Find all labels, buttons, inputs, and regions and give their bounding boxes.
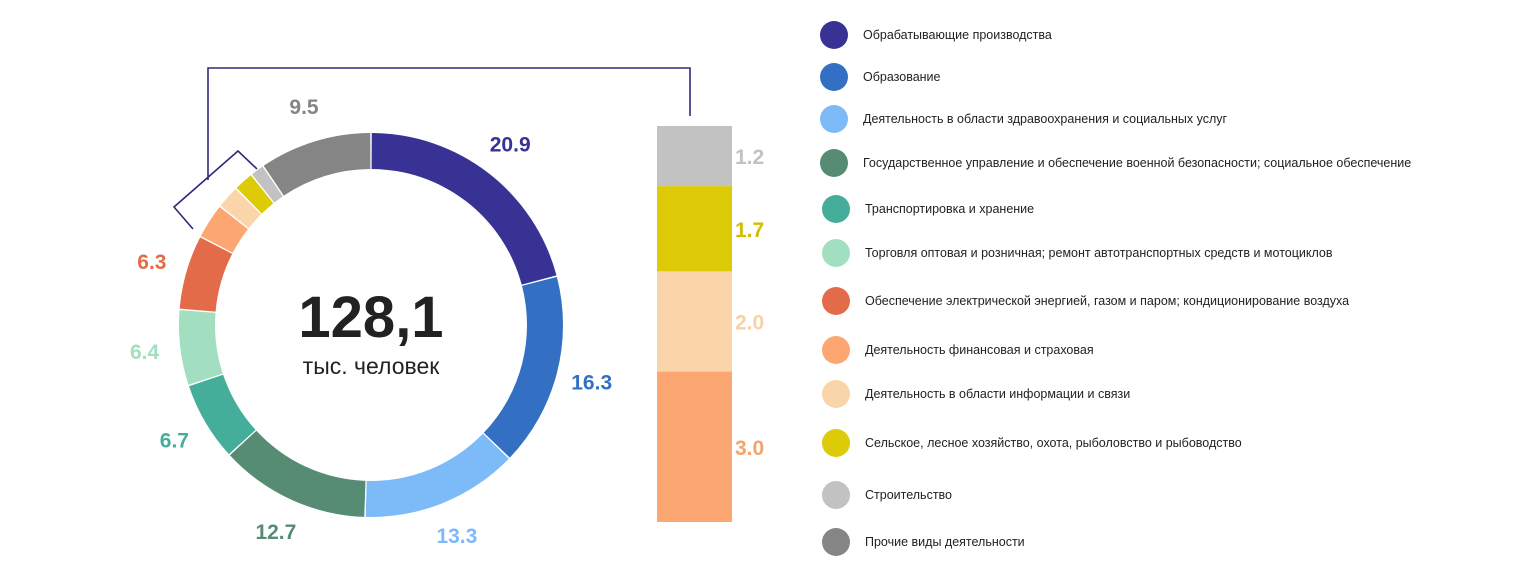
breakout-segment-2 xyxy=(657,186,732,272)
donut-slice-11 xyxy=(252,166,283,203)
center-total-value: 128,1 xyxy=(298,285,443,350)
legend-swatch xyxy=(820,149,848,177)
donut-label-3: 13.3 xyxy=(436,525,477,548)
legend-swatch xyxy=(822,380,850,408)
legend-label: Образование xyxy=(863,70,941,84)
legend-swatch xyxy=(820,105,848,133)
donut-chart xyxy=(178,133,563,518)
legend-item-8: Деятельность финансовая и страховая xyxy=(822,336,1094,364)
breakout-segment-3 xyxy=(657,271,732,372)
breakout-label-4: 3.0 xyxy=(735,437,764,460)
legend-swatch xyxy=(822,336,850,364)
connector-line xyxy=(207,67,691,180)
donut-label-2: 16.3 xyxy=(571,371,612,394)
donut-slice-4 xyxy=(229,430,366,517)
legend-item-1: Обрабатывающие производства xyxy=(820,21,1052,49)
donut-slice-1 xyxy=(371,133,557,285)
legend-item-9: Деятельность в области информации и связ… xyxy=(822,380,1130,408)
legend-item-2: Образование xyxy=(820,63,940,91)
donut-labels: 20.9 16.3 13.3 12.7 6.7 6.4 6.3 9.5 xyxy=(130,96,612,548)
legend-item-10: Сельское, лесное хозяйство, охота, рыбол… xyxy=(822,429,1242,457)
legend-item-5: Транспортировка и хранение xyxy=(822,195,1034,223)
legend-label: Деятельность в области информации и связ… xyxy=(865,387,1131,401)
donut-label-4: 12.7 xyxy=(255,521,296,544)
breakout-bar-labels: 1.2 1.7 2.0 3.0 xyxy=(735,146,764,460)
donut-slice-12 xyxy=(263,133,371,196)
legend-swatch xyxy=(822,429,850,457)
donut-slice-6 xyxy=(178,310,223,385)
donut-slice-5 xyxy=(189,374,256,455)
legend-swatch xyxy=(820,63,848,91)
legend-swatch xyxy=(822,481,850,509)
breakout-bar xyxy=(657,126,732,522)
donut-label-1: 20.9 xyxy=(490,133,531,156)
donut-slice-8 xyxy=(200,206,248,253)
donut-label-5: 6.7 xyxy=(160,429,189,452)
legend-swatch xyxy=(820,21,848,49)
legend-label: Обрабатывающие производства xyxy=(863,28,1052,42)
legend-label: Деятельность финансовая и страховая xyxy=(865,343,1094,357)
breakout-label-1: 1.2 xyxy=(735,146,764,169)
donut-slice-9 xyxy=(220,188,261,229)
donut-slice-2 xyxy=(483,276,563,458)
legend-item-11: Строительство xyxy=(822,481,952,509)
legend-label: Сельское, лесное хозяйство, охота, рыбол… xyxy=(865,436,1242,450)
breakout-label-3: 2.0 xyxy=(735,312,764,335)
breakout-label-2: 1.7 xyxy=(735,219,764,242)
legend-label: Государственное управление и обеспечение… xyxy=(863,156,1412,170)
legend-label: Деятельность в области здравоохранения и… xyxy=(863,112,1228,126)
center-total-unit: тыс. человек xyxy=(303,353,441,379)
donut-label-6: 6.4 xyxy=(130,341,160,364)
donut-slice-7 xyxy=(179,237,233,312)
legend-swatch xyxy=(822,528,850,556)
legend-swatch xyxy=(822,239,850,267)
donut-label-7: 6.3 xyxy=(137,251,166,274)
legend-label: Транспортировка и хранение xyxy=(865,202,1035,216)
legend-swatch xyxy=(822,287,850,315)
breakout-connector xyxy=(172,67,691,230)
legend-item-7: Обеспечение электрической энергией, газо… xyxy=(822,287,1349,315)
legend-label: Строительство xyxy=(865,488,952,502)
legend-label: Торговля оптовая и розничная; ремонт авт… xyxy=(865,246,1333,260)
legend-item-6: Торговля оптовая и розничная; ремонт авт… xyxy=(822,239,1333,267)
legend-label: Обеспечение электрической энергией, газо… xyxy=(865,294,1350,308)
legend-swatch xyxy=(822,195,850,223)
legend-label: Прочие виды деятельности xyxy=(865,535,1025,549)
legend-item-4: Государственное управление и обеспечение… xyxy=(820,149,1411,177)
donut-label-12: 9.5 xyxy=(289,96,319,119)
breakout-segment-4 xyxy=(657,371,732,522)
legend-item-12: Прочие виды деятельности xyxy=(822,528,1025,556)
legend-item-3: Деятельность в области здравоохранения и… xyxy=(820,105,1227,133)
connector-bracket xyxy=(172,149,258,230)
breakout-segment-1 xyxy=(657,126,732,187)
donut-slice-3 xyxy=(365,433,509,518)
donut-slice-10 xyxy=(236,175,274,214)
